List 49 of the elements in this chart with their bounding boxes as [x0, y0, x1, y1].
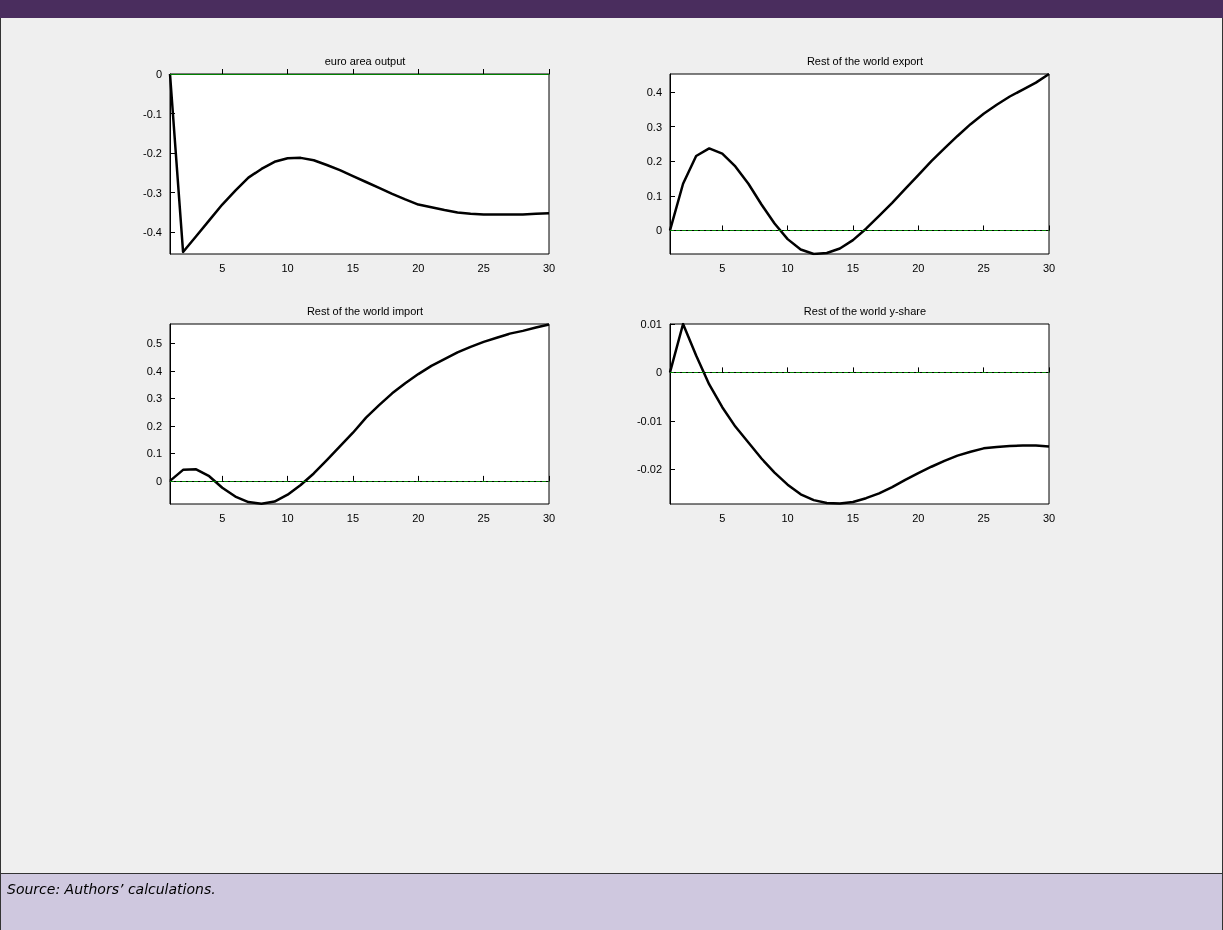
x-tick-label: 30 [542, 261, 556, 274]
y-tick-label: 0 [155, 474, 162, 487]
y-tick-label: -0.1 [143, 107, 162, 120]
x-tick-label: 25 [977, 261, 990, 274]
source-note: Source: Authors’ calculations. [7, 881, 216, 897]
chart-title: Rest of the world import [306, 304, 424, 317]
y-tick-label: 0.1 [646, 189, 662, 202]
y-tick-label: 0 [655, 366, 662, 379]
y-tick-label: 0.2 [646, 155, 662, 168]
x-tick-label: 20 [912, 511, 925, 524]
y-tick-label: 0.4 [146, 364, 162, 377]
x-tick-label: 15 [346, 511, 360, 524]
y-tick-label: -0.4 [143, 226, 162, 239]
y-tick-label: 0.4 [646, 86, 662, 98]
y-tick-label: 0.01 [640, 318, 662, 330]
x-tick-label: 30 [1042, 261, 1056, 274]
y-tick-label: -0.02 [636, 463, 662, 476]
x-tick-label: 5 [219, 261, 226, 274]
y-tick-label: 0.2 [146, 419, 162, 432]
y-tick-label: -0.2 [143, 147, 162, 160]
y-tick-label: 0.3 [146, 392, 162, 405]
y-tick-label: -0.01 [636, 414, 662, 427]
x-tick-label: 30 [542, 511, 556, 524]
x-tick-label: 15 [346, 261, 360, 274]
x-tick-label: 10 [781, 511, 794, 524]
y-tick-label: 0.1 [146, 447, 162, 460]
y-tick-label: 0.3 [646, 120, 662, 133]
y-tick-label: 0 [155, 68, 162, 80]
x-tick-label: 10 [781, 261, 794, 274]
x-tick-label: 20 [412, 261, 425, 274]
y-tick-label: 0.5 [146, 337, 162, 350]
x-tick-label: 10 [281, 261, 294, 274]
x-tick-label: 25 [477, 261, 490, 274]
chart-title: Rest of the world export [806, 54, 924, 67]
x-tick-label: 15 [846, 261, 860, 274]
x-tick-label: 15 [846, 511, 860, 524]
x-tick-label: 5 [719, 511, 726, 524]
x-tick-label: 20 [412, 511, 425, 524]
x-tick-label: 5 [219, 511, 226, 524]
x-tick-label: 25 [977, 511, 990, 524]
chart-title: euro area output [324, 54, 406, 67]
y-tick-label: -0.3 [143, 186, 162, 199]
x-tick-label: 10 [281, 511, 294, 524]
chart-title: Rest of the world y-share [803, 304, 927, 317]
x-tick-label: 25 [477, 511, 490, 524]
x-tick-label: 20 [912, 261, 925, 274]
x-tick-label: 30 [1042, 511, 1056, 524]
y-tick-label: 0 [655, 224, 662, 237]
x-tick-label: 5 [719, 261, 726, 274]
